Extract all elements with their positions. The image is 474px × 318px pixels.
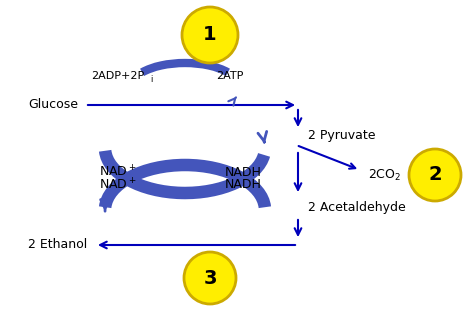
Text: 2 Pyruvate: 2 Pyruvate (308, 128, 375, 142)
Text: 2ADP+2P: 2ADP+2P (91, 71, 145, 81)
Circle shape (409, 149, 461, 201)
Text: 2 Acetaldehyde: 2 Acetaldehyde (308, 201, 406, 213)
Text: 2: 2 (428, 165, 442, 184)
Text: NADH: NADH (225, 178, 262, 191)
Text: Glucose: Glucose (28, 99, 78, 112)
Text: NADH: NADH (225, 165, 262, 178)
Circle shape (182, 7, 238, 63)
Text: NAD$^+$: NAD$^+$ (99, 177, 137, 193)
Text: 2CO$_2$: 2CO$_2$ (368, 168, 401, 183)
Text: 2ATP: 2ATP (216, 71, 244, 81)
Text: NAD$^+$: NAD$^+$ (99, 164, 137, 180)
Text: 3: 3 (203, 268, 217, 287)
Circle shape (184, 252, 236, 304)
Text: 1: 1 (203, 25, 217, 45)
Text: i: i (150, 74, 152, 84)
Text: 2 Ethanol: 2 Ethanol (28, 238, 87, 252)
